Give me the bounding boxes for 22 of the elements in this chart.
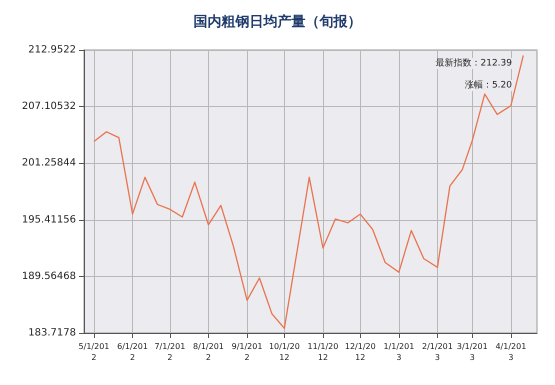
x-tick-label: 10/1/2012 [268, 342, 300, 362]
x-tick-label: 3/1/2013 [456, 342, 488, 362]
x-tick-label: 4/1/2013 [495, 342, 526, 362]
annotation: 涨幅：5.20 [464, 80, 512, 90]
y-tick-label: 189.56468 [22, 270, 76, 282]
x-tick-label: 1/1/2013 [383, 342, 414, 362]
annotation: 最新指数：212.39 [436, 58, 512, 68]
y-tick-label: 207.10532 [22, 101, 76, 112]
x-tick-label: 7/1/2012 [154, 342, 186, 362]
y-tick-label: 201.25844 [22, 158, 76, 169]
line-series [93, 54, 524, 329]
x-tick-label: 11/1/2012 [308, 342, 338, 362]
x-tick-label: 6/1/2012 [117, 342, 148, 362]
x-tick-label: 2/1/2013 [422, 342, 453, 362]
y-tick-label: 212.9522 [28, 44, 76, 56]
chart-title: 国内粗钢日均产量（旬报） [194, 13, 362, 30]
y-tick-label: 183.7178 [28, 328, 76, 338]
x-tick-label: 12/1/2012 [344, 342, 376, 362]
x-tick-label: 8/1/2012 [193, 342, 224, 362]
y-tick-label: 195.41156 [22, 214, 76, 226]
x-tick-label: 9/1/2012 [232, 342, 262, 362]
x-tick-label: 5/1/2012 [78, 342, 110, 362]
